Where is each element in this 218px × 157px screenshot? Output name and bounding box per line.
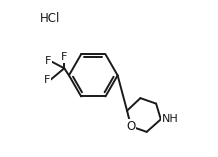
Text: O: O: [126, 120, 136, 133]
Text: HCl: HCl: [40, 12, 60, 24]
Text: F: F: [61, 52, 67, 62]
Text: F: F: [44, 56, 51, 66]
Text: F: F: [44, 75, 50, 85]
Text: NH: NH: [162, 114, 178, 124]
